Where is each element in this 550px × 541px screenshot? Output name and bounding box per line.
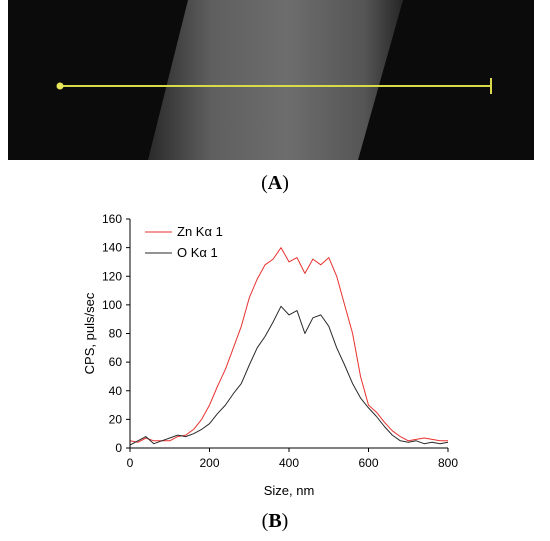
legend: Zn Kα 1 O Kα 1 bbox=[145, 224, 223, 260]
x-tick-label: 600 bbox=[358, 456, 378, 470]
plot-lines bbox=[129, 247, 449, 446]
legend-label-zn: Zn Kα 1 bbox=[177, 224, 223, 239]
stem-image-panel bbox=[8, 0, 534, 160]
y-tick-label: 0 bbox=[115, 441, 122, 455]
y-tick-label: 40 bbox=[109, 384, 123, 398]
y-tick-label: 120 bbox=[102, 269, 122, 283]
caption-b-letter: B bbox=[268, 510, 282, 532]
caption-b-open: ( bbox=[261, 510, 269, 532]
axes: 0 20 40 60 80 100 120 140 160 0 200 400 600 800 Size, … bbox=[82, 212, 458, 498]
nanowire bbox=[148, 0, 403, 160]
series-line-o bbox=[129, 305, 449, 446]
y-axis-label: CPS, puls/sec bbox=[82, 292, 97, 374]
x-tick-label: 200 bbox=[199, 456, 219, 470]
caption-b-close: ) bbox=[281, 510, 289, 532]
x-tick-label: 800 bbox=[438, 456, 458, 470]
y-tick-label: 80 bbox=[109, 327, 123, 341]
x-tick-label: 400 bbox=[279, 456, 299, 470]
series-line-zn bbox=[129, 247, 448, 443]
y-tick-label: 100 bbox=[102, 298, 122, 312]
eds-line-profile-chart: 0 20 40 60 80 100 120 140 160 0 200 400 600 800 Size, … bbox=[82, 212, 458, 498]
scan-line-start-marker[interactable] bbox=[56, 82, 64, 90]
caption-a-letter: A bbox=[267, 172, 283, 194]
x-axis-label: Size, nm bbox=[264, 483, 315, 498]
caption-b: (B) bbox=[0, 510, 550, 533]
y-tick-label: 140 bbox=[102, 241, 122, 255]
caption-a-close: ) bbox=[282, 172, 289, 194]
caption-a: (A) bbox=[0, 172, 550, 195]
y-tick-label: 20 bbox=[109, 412, 123, 426]
y-tick-label: 160 bbox=[102, 212, 122, 226]
caption-a-open: ( bbox=[261, 172, 268, 194]
x-tick-label: 0 bbox=[127, 456, 134, 470]
y-tick-label: 60 bbox=[109, 355, 123, 369]
legend-label-o: O Kα 1 bbox=[177, 245, 218, 260]
